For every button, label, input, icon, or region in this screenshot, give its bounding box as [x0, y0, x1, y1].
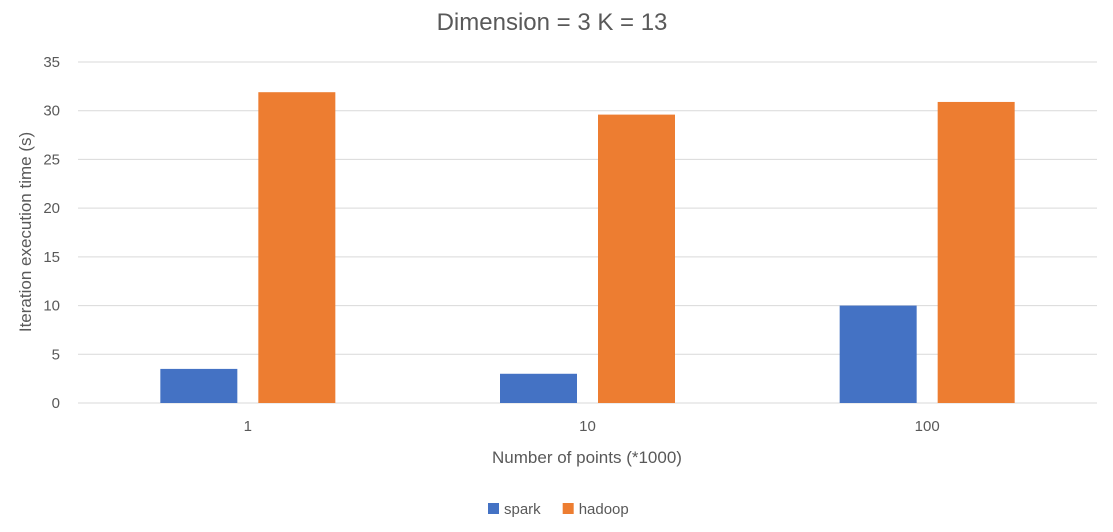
y-axis-ticks: 0 5 10 15 20 25 30 35 [43, 54, 60, 412]
y-tick-label: 15 [43, 249, 60, 266]
bar-hadoop [598, 114, 675, 404]
gridlines [78, 61, 1097, 404]
y-axis-title: Iteration execution time (s) [16, 132, 35, 332]
y-tick-label: 35 [43, 54, 60, 71]
x-tick-label: 100 [915, 418, 940, 435]
bar-spark [500, 373, 577, 403]
y-tick-label: 30 [43, 103, 60, 120]
y-tick-label: 5 [52, 346, 60, 363]
x-axis-title: Number of points (*1000) [492, 448, 682, 467]
legend-swatch-hadoop [562, 503, 574, 514]
chart-title: Dimension = 3 K = 13 [437, 9, 668, 36]
legend: spark hadoop [488, 501, 629, 518]
x-axis-ticks: 1 10 100 [244, 418, 940, 435]
bar-spark [160, 368, 238, 403]
x-tick-label: 1 [244, 418, 252, 435]
legend-label-spark: spark [504, 501, 541, 518]
bar-spark [839, 305, 917, 403]
x-tick-label: 10 [579, 418, 596, 435]
legend-label-hadoop: hadoop [579, 501, 629, 518]
y-tick-label: 25 [43, 151, 60, 168]
bars [160, 92, 1015, 404]
y-tick-label: 0 [52, 395, 60, 412]
y-tick-label: 10 [43, 298, 60, 315]
bar-hadoop [937, 101, 1015, 404]
y-tick-label: 20 [43, 200, 60, 217]
bar-hadoop [258, 92, 336, 404]
legend-swatch-spark [488, 503, 499, 514]
